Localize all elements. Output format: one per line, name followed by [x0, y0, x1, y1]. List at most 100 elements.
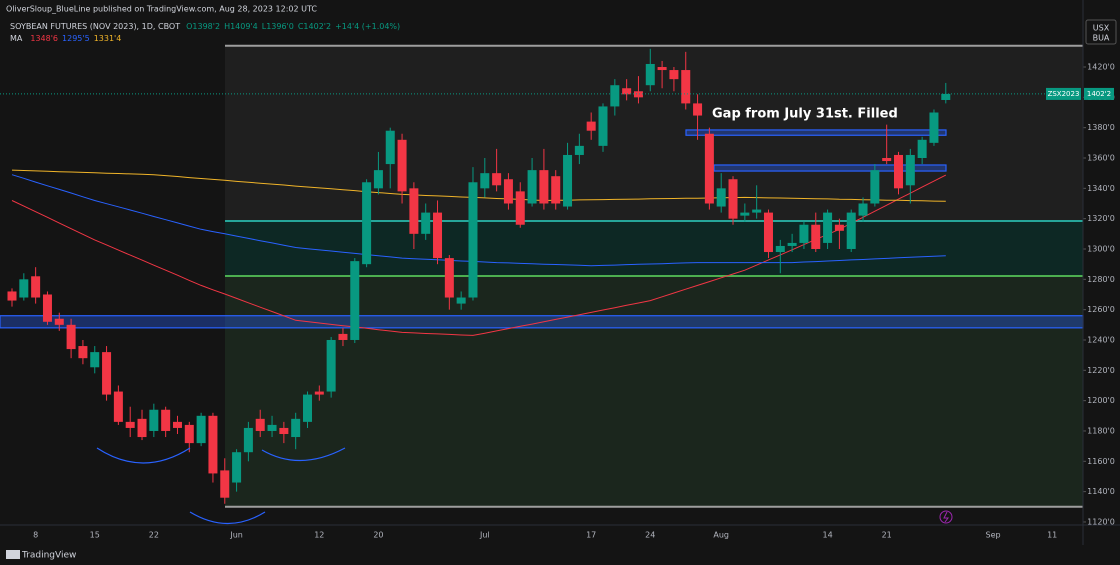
brand-logo [6, 550, 20, 559]
candle-body [693, 103, 703, 116]
candle-body [220, 470, 230, 498]
y-tick-label: 1360'0 [1087, 154, 1115, 163]
x-tick-label: Aug [713, 531, 729, 540]
candle-body [551, 176, 561, 204]
y-tick-label: 1380'0 [1087, 123, 1115, 132]
candle-body [409, 188, 419, 234]
publisher: OliverSloup_BlueLine published on Tradin… [6, 5, 317, 14]
x-tick-label: 14 [822, 531, 832, 540]
x-tick-label: 11 [1047, 531, 1057, 540]
y-tick-label: 1220'0 [1087, 366, 1115, 375]
candle-body [208, 415, 218, 474]
y-tick-label: 1140'0 [1087, 487, 1115, 496]
y-tick-label: 1120'0 [1087, 517, 1115, 526]
y-tick-label: 1340'0 [1087, 184, 1115, 193]
candle-body [480, 173, 490, 189]
candle-body [350, 261, 360, 340]
ohlc: +14'4 (+1.04%) [335, 22, 400, 31]
candle-body [681, 70, 691, 104]
event-icon-bolt [943, 511, 949, 523]
candle-body [113, 391, 123, 422]
candle-body [468, 182, 478, 298]
candle-body [196, 415, 206, 444]
candle-body [172, 421, 182, 428]
candle-body [90, 352, 100, 368]
candle-body [421, 212, 431, 234]
candle-body [243, 427, 253, 453]
candle-body [669, 70, 679, 80]
y-tick-label: 1300'0 [1087, 244, 1115, 253]
candle-body [740, 212, 750, 216]
x-tick-label: 15 [90, 531, 100, 540]
candle-body [385, 130, 395, 165]
ohlc: L1396'0 [262, 22, 294, 31]
y-tick-label: 1160'0 [1087, 457, 1115, 466]
candle-body [610, 85, 620, 107]
currency: USX [1093, 24, 1110, 33]
candle-body [763, 212, 773, 253]
drawings [0, 44, 1084, 508]
y-tick-label: 1320'0 [1087, 214, 1115, 223]
candle-body [728, 179, 738, 219]
candle-body [102, 352, 112, 395]
candle-body [823, 212, 833, 243]
arc-drawing [96, 447, 191, 464]
candle-body [633, 91, 643, 98]
candle-body [917, 139, 927, 159]
candle-body [574, 145, 584, 155]
currency-box[interactable] [1085, 19, 1117, 45]
candle-body [279, 427, 289, 435]
candle-body [846, 212, 856, 249]
candle-body [444, 258, 454, 298]
y-tick-label: 1280'0 [1087, 275, 1115, 284]
candle-body [563, 154, 573, 207]
y-tick-label: 1200'0 [1087, 396, 1115, 405]
candle-body [397, 139, 407, 192]
candle-body [704, 133, 714, 204]
candle-body [752, 209, 762, 213]
y-tick-label: 1240'0 [1087, 335, 1115, 344]
candle-body [598, 106, 608, 146]
candle-body [267, 424, 277, 431]
x-tick-label: 12 [314, 531, 324, 540]
price-tag-label: 1402'2 [1087, 90, 1111, 98]
x-tick-label: 8 [33, 531, 38, 540]
x-tick-label: Jul [479, 531, 490, 540]
candle-body [775, 245, 785, 253]
x-tick-label: 22 [149, 531, 159, 540]
candle-body [894, 154, 903, 189]
candle-body [858, 203, 868, 216]
x-tick-label: Sep [986, 531, 1001, 540]
shaded-region [225, 275, 1083, 507]
zone [713, 164, 947, 172]
price-tag [1084, 87, 1114, 100]
candle-body [905, 154, 915, 186]
candle-body [539, 170, 549, 204]
x-tick-label: 24 [645, 531, 655, 540]
candle-body [291, 418, 301, 438]
candle-body [78, 346, 88, 359]
candle-body [19, 279, 29, 298]
candle-body [31, 276, 41, 298]
candle-body [527, 170, 537, 204]
candle-body [929, 112, 939, 143]
moving-average [11, 174, 946, 267]
event-icon[interactable] [939, 510, 953, 524]
y-tick-label: 1420'0 [1087, 63, 1115, 72]
ohlc: H1409'4 [224, 22, 258, 31]
legend-line: SOYBEAN FUTURES (NOV 2023), 1D, CBOT O139… [10, 22, 400, 31]
candle-body [161, 409, 171, 431]
moving-average [11, 174, 947, 336]
zone [685, 129, 947, 136]
candle-body [303, 394, 312, 422]
candle-body [255, 418, 265, 431]
candle-body [882, 158, 892, 162]
candle-body [870, 170, 880, 204]
candle-body [125, 421, 135, 428]
candle-body [149, 409, 159, 431]
arc-drawing [261, 447, 346, 462]
candle-body [314, 391, 324, 395]
candle-body [338, 333, 348, 340]
